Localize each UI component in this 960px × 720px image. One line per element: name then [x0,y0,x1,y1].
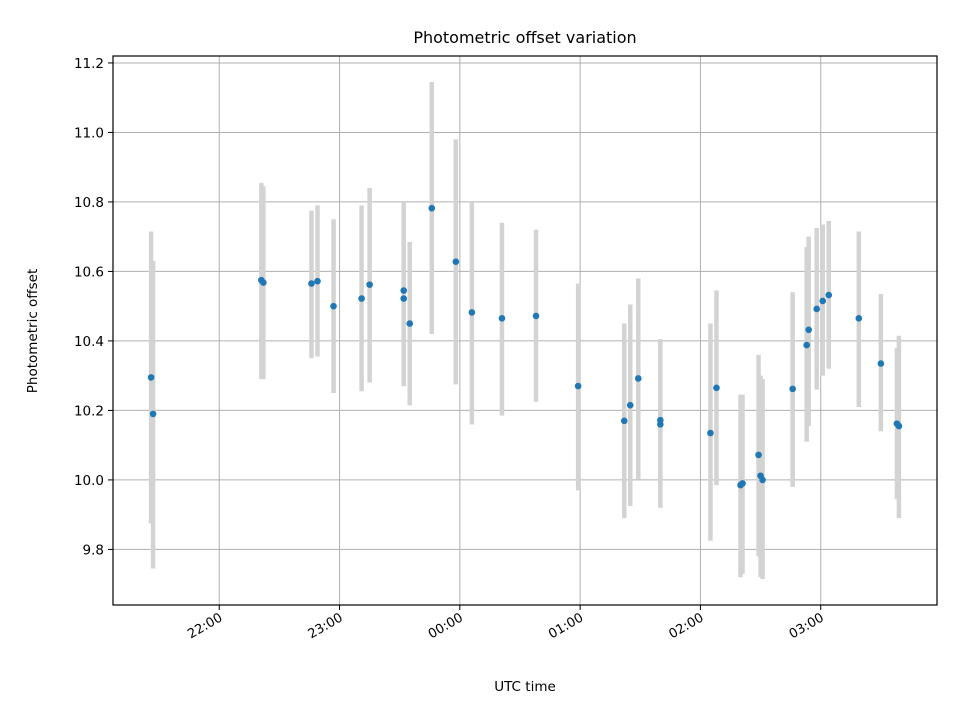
data-point [803,341,810,349]
data-point [406,320,414,327]
data-point [877,360,885,367]
y-axis-ticks: 9.8 10.0 10.2 10.4 10.6 10.8 11.0 11.2 [74,56,113,558]
data-point [819,297,827,305]
data-point [330,302,337,310]
data-point [498,315,506,322]
data-point [813,305,821,313]
plot-frame [112,55,938,606]
data-point [657,421,664,428]
y-tick-label: 11.2 [74,56,104,72]
data-point [805,326,812,334]
data-point [620,417,628,425]
y-tick-label: 10.8 [74,195,104,211]
data-point [574,382,582,390]
data-point [366,281,373,288]
data-point [452,258,460,266]
data-point [855,315,863,322]
data-point [147,374,155,381]
y-tick-label: 10.2 [74,403,104,419]
data-point [713,384,720,392]
data-point [314,277,321,285]
y-tick-label: 9.8 [83,542,104,558]
data-point [626,401,634,409]
data-point [707,429,714,437]
x-axis-label: UTC time [494,679,556,695]
data-point [739,480,746,487]
data-point [149,410,157,418]
data-point [358,295,365,302]
data-point [789,385,796,393]
data-points [147,204,903,489]
plot-area [113,56,937,605]
data-point [755,451,762,459]
chart-title: Photometric offset variation [413,28,636,47]
data-point [825,291,833,299]
data-point [260,279,267,286]
y-tick-label: 10.4 [74,334,104,350]
data-point [308,280,315,287]
y-tick-label: 10.6 [74,264,104,280]
y-axis-label: Photometric offset [25,269,41,393]
grid [113,56,937,605]
data-point [400,287,408,294]
y-tick-label: 11.0 [74,125,104,141]
data-point [428,204,436,212]
data-point [759,476,766,484]
data-point [634,375,642,382]
data-point [895,422,903,430]
y-tick-label: 10.0 [74,473,104,489]
data-point [468,309,476,316]
data-point [400,295,408,302]
data-point [532,312,540,320]
